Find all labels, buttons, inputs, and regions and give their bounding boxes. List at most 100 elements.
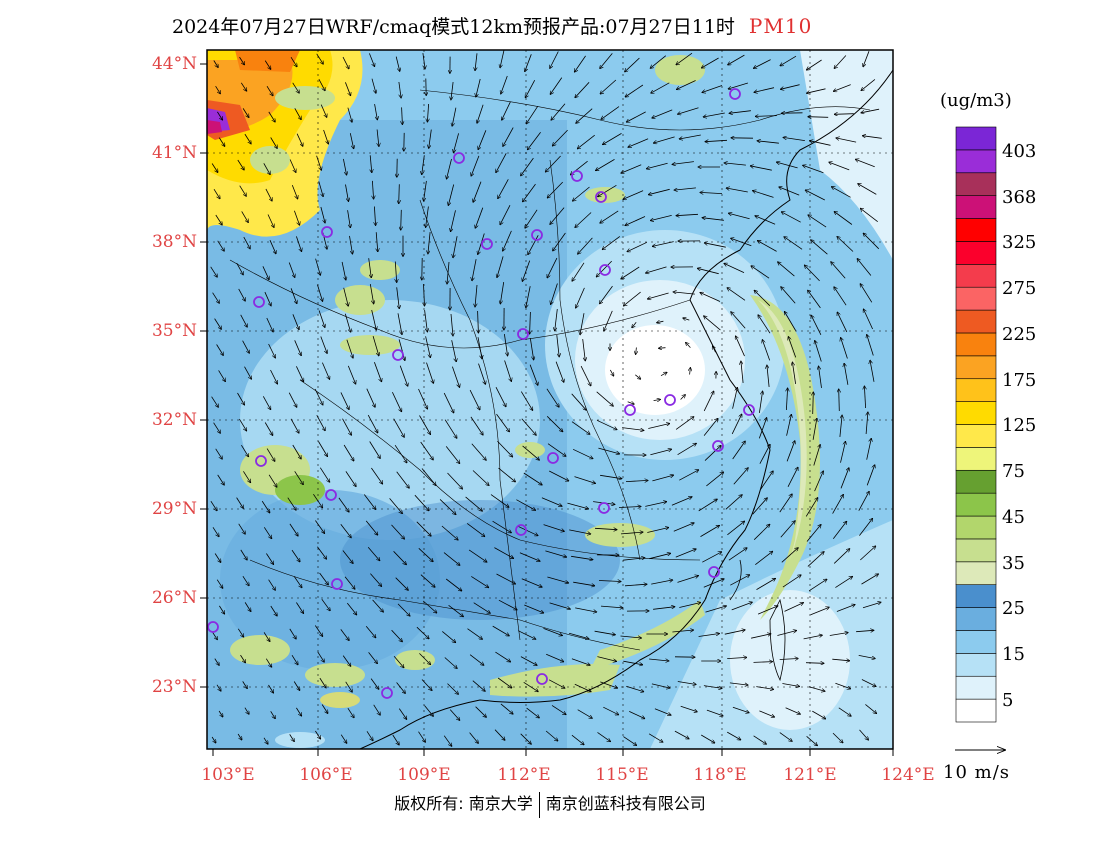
wind-arrow: [214, 658, 219, 666]
wind-arrow: [571, 555, 593, 559]
wind-arrow: [265, 188, 272, 201]
wind-arrow: [833, 549, 850, 564]
wind-arrow: [706, 472, 723, 487]
wind-arrow: [320, 104, 327, 118]
wind-arrow: [217, 240, 225, 251]
wind-arrow: [553, 232, 566, 251]
wind-arrow: [391, 629, 403, 642]
wind-arrow: [421, 468, 436, 486]
wind-arrow: [736, 336, 745, 357]
wind-arrow: [702, 218, 724, 221]
wind-arrow: [609, 369, 613, 376]
wind-arrow: [377, 129, 379, 147]
wind-arrow: [571, 658, 590, 665]
colorbar-swatch: [955, 653, 997, 677]
wind-arrow: [779, 659, 799, 660]
wind-arrow: [267, 214, 274, 228]
wind-arrow: [861, 574, 879, 585]
wind-arrow: [439, 499, 456, 514]
wind-arrow: [603, 133, 622, 144]
wind-arrow: [395, 261, 396, 283]
wind-arrow: [418, 731, 426, 743]
wind-arrow: [677, 681, 696, 685]
wind-arrow: [727, 657, 747, 658]
wind-arrow: [829, 633, 848, 636]
colorbar-label: 225: [1002, 324, 1037, 345]
wind-arrow: [369, 441, 381, 459]
wind-arrow: [839, 389, 840, 412]
wind-arrow: [727, 288, 746, 301]
wind-arrow: [863, 233, 880, 250]
wind-arrow: [834, 114, 854, 115]
wind-arrow: [289, 159, 296, 173]
wind-arrow: [453, 133, 459, 152]
wind-arrow: [704, 243, 726, 248]
wind-arrow: [367, 547, 380, 560]
wind-arrow: [861, 108, 880, 113]
wind-arrow: [215, 214, 222, 225]
wind-arrow: [318, 79, 325, 91]
wind-arrow: [293, 681, 300, 691]
wind-arrow: [374, 206, 375, 226]
wind-arrow: [867, 335, 874, 356]
map-frame: [206, 49, 894, 750]
wind-arrow: [649, 553, 670, 560]
wind-arrow: [492, 625, 510, 636]
wind-arrow: [452, 107, 457, 127]
wind-arrow: [731, 602, 753, 611]
wind-arrow: [547, 181, 563, 198]
wind-arrow: [242, 681, 248, 688]
wind-arrow: [810, 141, 831, 146]
wind-arrow: [504, 360, 512, 382]
wind-arrow: [398, 339, 405, 360]
wind-arrow: [703, 579, 724, 588]
wind-arrow: [347, 210, 351, 228]
colorbar-swatch: [955, 172, 997, 196]
wind-arrow: [808, 290, 821, 309]
wind-arrow: [864, 386, 865, 409]
wind-arrow: [676, 214, 699, 215]
wind-arrow: [806, 525, 821, 542]
wind-arrow: [780, 521, 795, 538]
wind-arrow: [496, 573, 516, 584]
wind-arrow: [428, 232, 431, 254]
wind-arrow: [523, 183, 536, 202]
wind-arrow: [371, 78, 376, 94]
wind-arrow: [677, 443, 697, 456]
wind-arrow: [469, 654, 484, 666]
wind-arrow: [241, 444, 248, 457]
wind-arrow: [266, 448, 275, 462]
wind-arrow: [502, 101, 511, 120]
concentration-field: [207, 50, 893, 749]
wind-arrow: [398, 81, 401, 98]
wind-arrow: [264, 291, 271, 306]
wind-arrow: [268, 111, 275, 122]
wind-arrow: [782, 683, 799, 687]
wind-arrow: [674, 187, 696, 190]
wind-arrow: [832, 521, 846, 539]
wind-arrow: [443, 552, 460, 566]
wind-arrow: [753, 524, 770, 540]
wind-arrow: [211, 163, 218, 173]
colorbar-swatch: [955, 378, 997, 402]
wind-arrow: [725, 495, 742, 510]
wind-arrow: [397, 603, 410, 616]
wind-arrow: [732, 441, 746, 460]
wind-arrow: [343, 444, 354, 461]
wind-arrow: [530, 311, 531, 334]
wind-arrow: [786, 441, 795, 462]
wind-arrow: [347, 107, 352, 123]
wind-arrow: [240, 654, 246, 663]
wind-arrow: [218, 137, 225, 147]
wind-arrow: [497, 440, 512, 457]
wind-arrow: [345, 184, 349, 202]
wind-arrow: [582, 339, 586, 361]
colorbar-swatch: [955, 332, 997, 357]
wind-arrow: [776, 162, 798, 169]
colorbar-swatch: [955, 286, 997, 311]
colorbar-swatch: [955, 149, 997, 174]
wind-arrow: [237, 392, 245, 405]
wind-arrow: [653, 136, 675, 143]
wind-arrow: [754, 87, 775, 93]
wind-arrow: [341, 261, 346, 280]
